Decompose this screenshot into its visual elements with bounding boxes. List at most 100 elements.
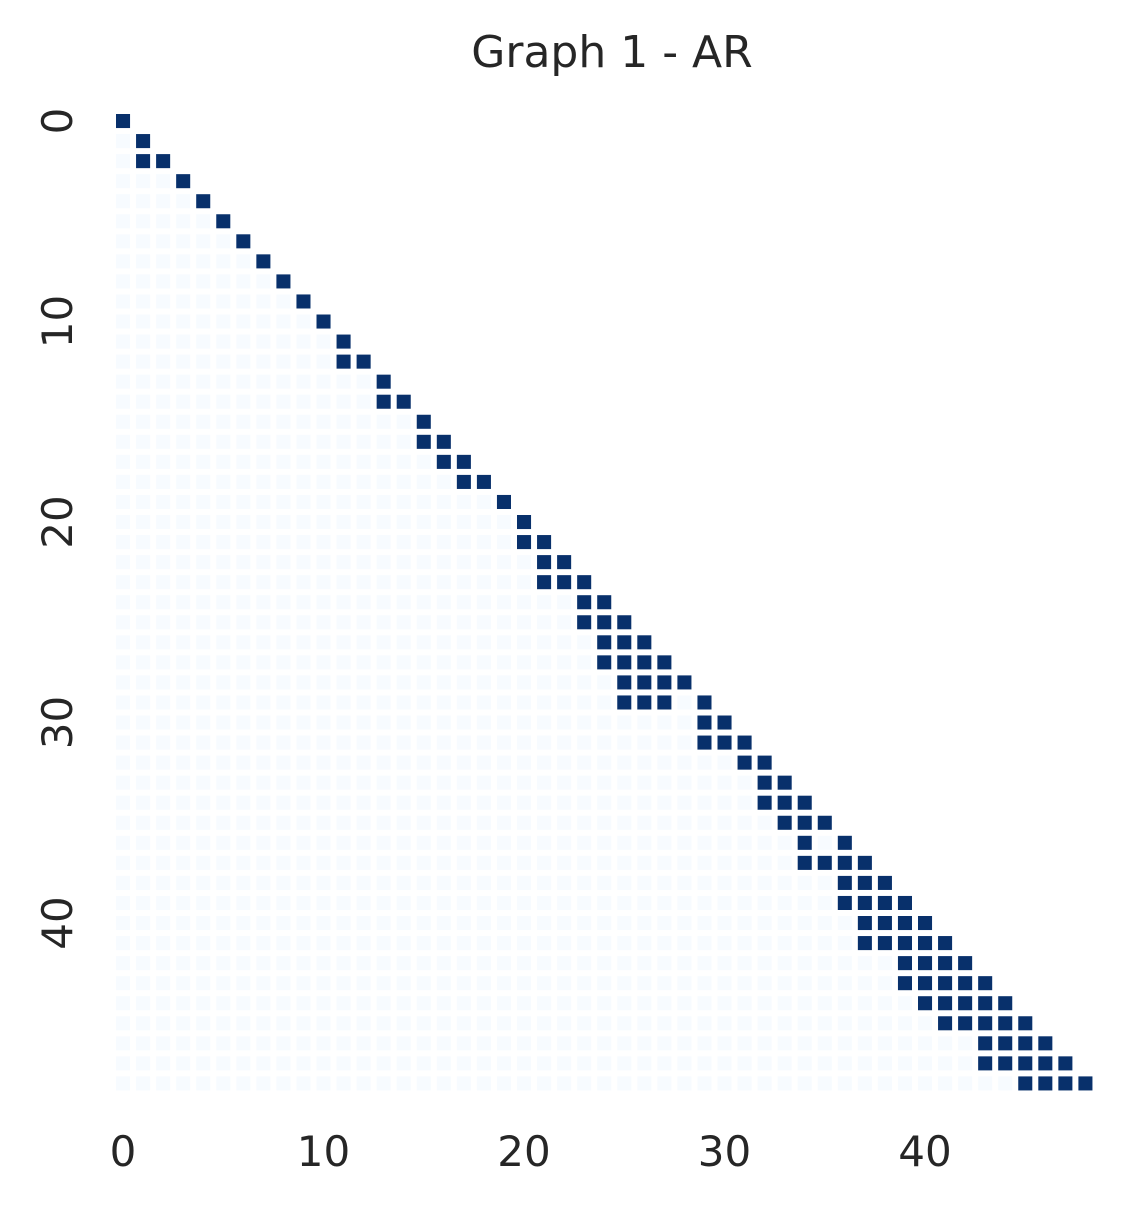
heatmap-cell — [236, 775, 251, 790]
heatmap-cell — [697, 855, 712, 870]
heatmap-cell — [416, 795, 431, 810]
heatmap-cell — [597, 875, 612, 890]
heatmap-cell — [677, 755, 692, 770]
heatmap-cell — [777, 795, 792, 810]
heatmap-cell — [316, 996, 331, 1011]
heatmap-cell — [176, 434, 191, 449]
heatmap-cell — [436, 434, 451, 449]
heatmap-cell — [136, 374, 151, 389]
heatmap-cell — [757, 755, 772, 770]
heatmap-cell — [236, 956, 251, 971]
heatmap-cell — [637, 735, 652, 750]
heatmap-cell — [156, 254, 171, 269]
heatmap-cell — [176, 515, 191, 530]
heatmap-cell — [156, 936, 171, 951]
heatmap-cell — [296, 474, 311, 489]
heatmap-cell — [196, 474, 211, 489]
heatmap-cell — [256, 895, 271, 910]
heatmap-cell — [416, 895, 431, 910]
heatmap-cell — [777, 976, 792, 991]
heatmap-cell — [677, 895, 692, 910]
x-axis-ticks: 0 10 20 30 40 — [110, 1127, 952, 1176]
heatmap-cell — [717, 715, 732, 730]
heatmap-cell — [176, 294, 191, 309]
heatmap-cell — [256, 936, 271, 951]
heatmap-cell — [918, 936, 933, 951]
y-tick-label: 40 — [33, 896, 82, 949]
heatmap-cell — [396, 976, 411, 991]
heatmap-cell — [256, 795, 271, 810]
heatmap-cell — [176, 835, 191, 850]
heatmap-cell — [296, 615, 311, 630]
heatmap-cell — [376, 515, 391, 530]
heatmap-cell — [597, 595, 612, 610]
heatmap-cell — [677, 795, 692, 810]
heatmap-cell — [376, 374, 391, 389]
heatmap-cell — [116, 655, 131, 670]
heatmap-cell — [136, 515, 151, 530]
heatmap-cell — [1038, 1056, 1053, 1071]
heatmap-cell — [296, 454, 311, 469]
heatmap-cell — [617, 1016, 632, 1031]
heatmap-cell — [116, 715, 131, 730]
heatmap-cell — [296, 1076, 311, 1091]
heatmap-cell — [817, 895, 832, 910]
heatmap-cell — [797, 956, 812, 971]
heatmap-cell — [416, 936, 431, 951]
heatmap-cell — [897, 1056, 912, 1071]
heatmap-cell — [296, 635, 311, 650]
heatmap-cell — [877, 956, 892, 971]
heatmap-cell — [537, 855, 552, 870]
heatmap-cell — [236, 515, 251, 530]
heatmap-cell — [276, 374, 291, 389]
heatmap-cell — [356, 775, 371, 790]
heatmap-cell — [276, 454, 291, 469]
heatmap-cell — [577, 575, 592, 590]
heatmap-cell — [156, 916, 171, 931]
heatmap-cell — [196, 956, 211, 971]
heatmap-cell — [998, 1036, 1013, 1051]
heatmap-cell — [537, 555, 552, 570]
heatmap-cell — [857, 1056, 872, 1071]
heatmap-cell — [356, 635, 371, 650]
heatmap-cell — [577, 675, 592, 690]
heatmap-cell — [617, 875, 632, 890]
heatmap-cell — [236, 575, 251, 590]
heatmap-cell — [777, 1036, 792, 1051]
heatmap-cell — [336, 715, 351, 730]
heatmap-cell — [777, 895, 792, 910]
heatmap-cell — [396, 936, 411, 951]
heatmap-cell — [657, 1056, 672, 1071]
heatmap-cell — [396, 755, 411, 770]
heatmap-cell — [336, 956, 351, 971]
heatmap-cell — [537, 936, 552, 951]
heatmap-cell — [797, 815, 812, 830]
heatmap-cell — [116, 154, 131, 169]
heatmap-cell — [617, 715, 632, 730]
heatmap-cell — [918, 1056, 933, 1071]
heatmap-cell — [116, 474, 131, 489]
heatmap-cell — [216, 996, 231, 1011]
heatmap-cell — [316, 515, 331, 530]
heatmap-cell — [216, 615, 231, 630]
heatmap-cell — [336, 1036, 351, 1051]
heatmap-cell — [316, 976, 331, 991]
heatmap-cell — [857, 1016, 872, 1031]
heatmap-cell — [757, 976, 772, 991]
heatmap-cell — [396, 775, 411, 790]
heatmap-cell — [456, 595, 471, 610]
heatmap-cell — [336, 515, 351, 530]
heatmap-cell — [176, 354, 191, 369]
heatmap-cell — [517, 875, 532, 890]
heatmap-cell — [557, 875, 572, 890]
heatmap-cell — [637, 936, 652, 951]
heatmap-cell — [757, 815, 772, 830]
heatmap-cell — [557, 575, 572, 590]
heatmap-cell — [517, 795, 532, 810]
heatmap-cell — [136, 595, 151, 610]
heatmap-cell — [236, 835, 251, 850]
heatmap-cell — [577, 795, 592, 810]
heatmap-cell — [156, 815, 171, 830]
heatmap-cell — [737, 996, 752, 1011]
heatmap-cell — [356, 795, 371, 810]
